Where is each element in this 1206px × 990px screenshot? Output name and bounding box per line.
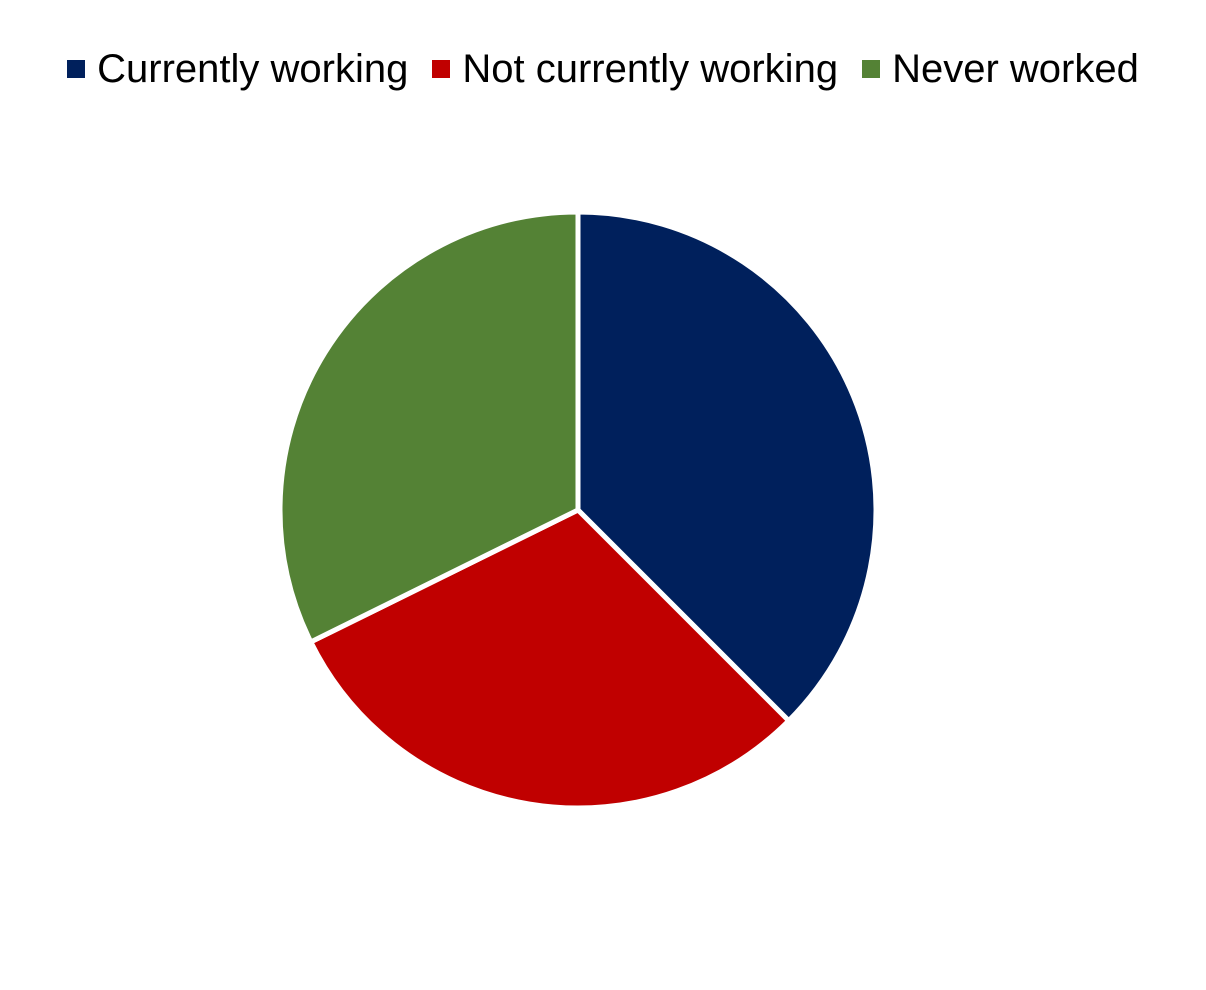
pie-slices [277,209,879,811]
legend-swatch [862,60,881,78]
legend-label: Currently working [97,47,409,91]
legend-swatch [67,60,86,78]
chart-legend: Currently working Not currently working Ne… [0,44,1206,94]
pie-slice-currently-working[interactable] [575,209,879,724]
legend-item-never-worked[interactable]: Never worked [862,44,1139,94]
legend-label: Not currently working [462,47,839,91]
legend-swatch [432,60,451,78]
legend-label: Never worked [892,47,1139,91]
legend-item-currently-working[interactable]: Currently working [67,44,408,94]
pie-slice-never-worked[interactable] [277,209,581,645]
legend-item-not-currently-working[interactable]: Not currently working [432,44,838,94]
